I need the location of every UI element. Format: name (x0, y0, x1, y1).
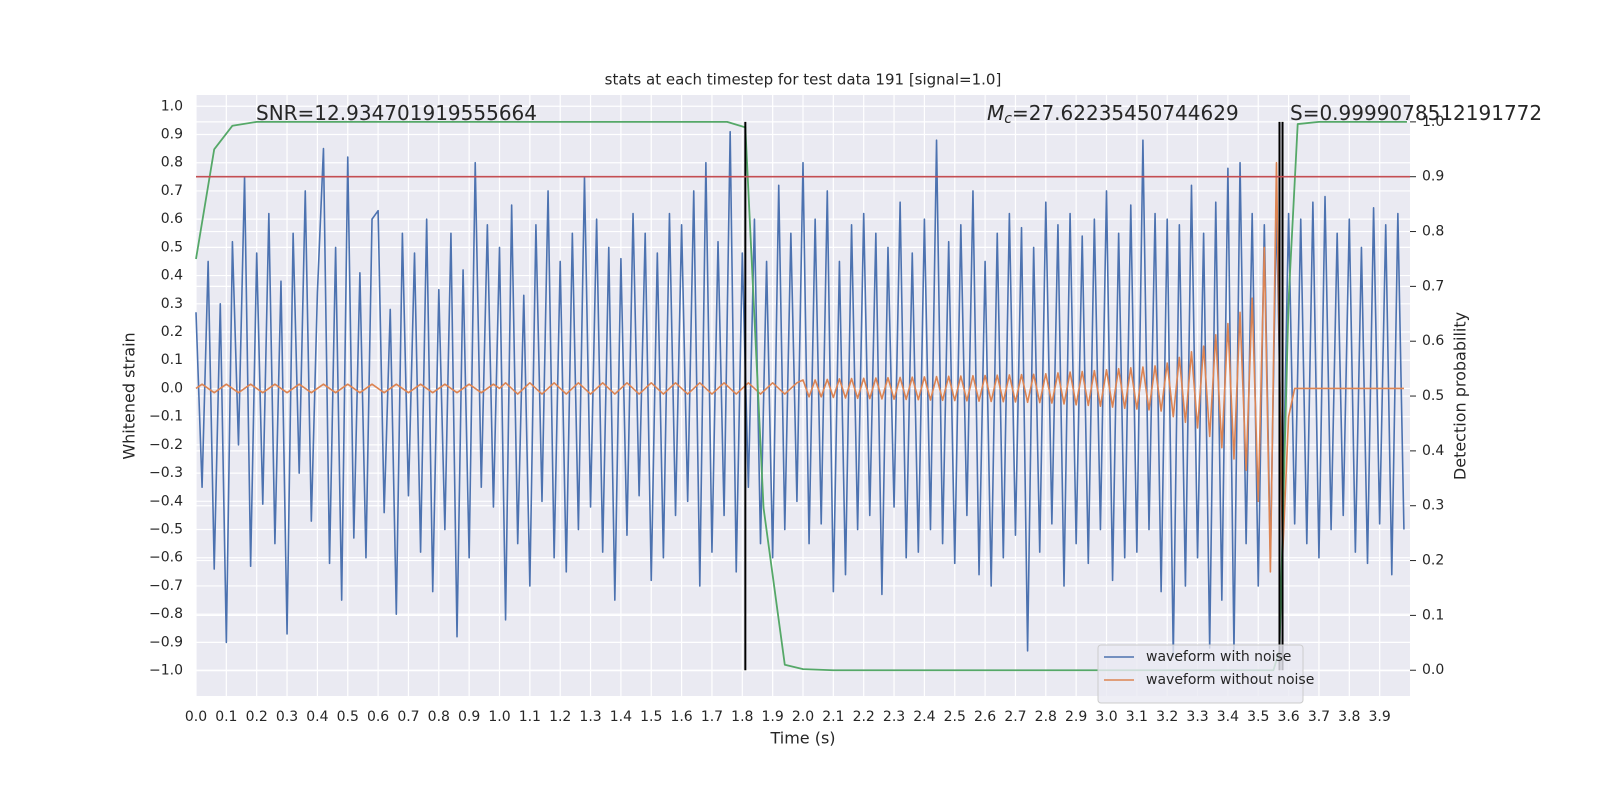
y-tick-label: −0.6 (149, 550, 183, 566)
annotation: Mc=27.62235450744629 (987, 101, 1239, 128)
annotation: SNR=12.934701919555664 (256, 101, 537, 125)
labels: 0.0 0.1 0.2 0.3 0.4 0.5 0.6 0.7 0.8 0.9 1.0 1.1 1.2 1… (149, 98, 1444, 725)
y2-tick-label: 1.0 (1422, 114, 1444, 130)
y-tick-label: −0.3 (149, 465, 183, 481)
y-tick-label: 0.7 (161, 183, 183, 199)
series-line (195, 130, 1405, 658)
x-tick-label: 1.3 (579, 709, 601, 725)
x-tick-label: 0.5 (337, 709, 359, 725)
y-tick-label: −0.2 (149, 437, 183, 453)
legend-label: waveform without noise (1146, 672, 1314, 688)
y2-axis-label: Detection probability (1451, 312, 1470, 480)
y2-tick-label: 0.1 (1422, 607, 1444, 623)
x-tick-label: 1.5 (640, 709, 662, 725)
y-tick-label: −1.0 (149, 663, 183, 679)
x-tick-label: 2.4 (913, 709, 935, 725)
y2-tick-label: 0.5 (1422, 388, 1444, 404)
annotation-text: S=0.9999078512191772 (1290, 101, 1542, 125)
x-tick-label: 1.1 (519, 709, 541, 725)
x-tick-label: 1.8 (731, 709, 753, 725)
y-tick-label: −0.8 (149, 606, 183, 622)
annotation-text: SNR=12.934701919555664 (256, 101, 537, 125)
y2-tick-label: 0.2 (1422, 553, 1444, 569)
x-tick-label: 0.0 (185, 709, 207, 725)
y-tick-label: −0.9 (149, 634, 183, 650)
x-tick-label: 1.6 (670, 709, 692, 725)
x-tick-label: 1.4 (610, 709, 632, 725)
x-tick-label: 2.8 (1035, 709, 1057, 725)
x-tick-label: 1.2 (549, 709, 571, 725)
chart-title: stats at each timestep for test data 191… (605, 71, 1002, 89)
x-tick-label: 3.5 (1247, 709, 1269, 725)
x-tick-label: 3.7 (1308, 709, 1330, 725)
x-tick-label: 3.2 (1156, 709, 1178, 725)
x-tick-label: 0.3 (276, 709, 298, 725)
y2-tick-label: 0.0 (1422, 662, 1444, 678)
x-tick-label: 0.8 (428, 709, 450, 725)
y-tick-label: 0.3 (161, 296, 183, 312)
y-tick-label: 0.1 (161, 352, 183, 368)
x-tick-label: 3.9 (1369, 709, 1391, 725)
x-tick-label: 3.1 (1126, 709, 1148, 725)
x-tick-label: 0.6 (367, 709, 389, 725)
x-tick-label: 3.3 (1186, 709, 1208, 725)
y-tick-label: −0.1 (149, 409, 183, 425)
x-tick-label: 0.7 (397, 709, 419, 725)
x-tick-label: 3.0 (1095, 709, 1117, 725)
annotation-text: =27.62235450744629 (1012, 101, 1239, 125)
y-tick-label: 0.8 (161, 155, 183, 171)
y-tick-label: 0.5 (161, 239, 183, 255)
x-tick-label: 2.6 (974, 709, 996, 725)
y2-tick-label: 0.7 (1422, 278, 1444, 294)
x-tick-label: 2.0 (792, 709, 814, 725)
y-axis-label: Whitened strain (120, 332, 139, 459)
x-axis-label: Time (s) (769, 729, 835, 748)
y-tick-label: 0.6 (161, 211, 183, 227)
x-tick-label: 1.9 (762, 709, 784, 725)
x-tick-label: 0.9 (458, 709, 480, 725)
legend-box (1097, 644, 1304, 704)
x-tick-label: 0.2 (246, 709, 268, 725)
y2-tick-label: 0.6 (1422, 333, 1444, 349)
x-tick-label: 3.6 (1277, 709, 1299, 725)
series-line (195, 161, 1404, 573)
annotation-symbol: M (987, 101, 1004, 125)
x-tick-label: 0.1 (215, 709, 237, 725)
x-tick-label: 2.3 (883, 709, 905, 725)
y-tick-label: 0.2 (161, 324, 183, 340)
y-tick-label: −0.4 (149, 493, 183, 509)
x-tick-label: 2.2 (853, 709, 875, 725)
x-tick-label: 2.9 (1065, 709, 1087, 725)
x-tick-label: 3.4 (1217, 709, 1239, 725)
y-tick-label: −0.7 (149, 578, 183, 594)
y-tick-label: −0.5 (149, 522, 183, 538)
x-tick-label: 1.7 (701, 709, 723, 725)
y-tick-label: 1.0 (161, 98, 183, 114)
grid (195, 95, 1410, 696)
y2-tick-label: 0.9 (1422, 169, 1444, 185)
x-tick-label: 0.4 (306, 709, 328, 725)
x-tick-label: 3.8 (1338, 709, 1360, 725)
y-tick-label: 0.0 (161, 380, 183, 396)
y2-tick-label: 0.8 (1422, 224, 1444, 240)
y-tick-label: 0.4 (161, 268, 183, 284)
x-tick-label: 2.5 (944, 709, 966, 725)
y2-tick-label: 0.3 (1422, 498, 1444, 514)
annotation: S=0.9999078512191772 (1290, 101, 1542, 125)
x-tick-label: 2.1 (822, 709, 844, 725)
y2-tick-label: 0.4 (1422, 443, 1444, 459)
y-tick-label: 0.9 (161, 127, 183, 143)
annotation-subscript: c (1004, 111, 1012, 127)
x-tick-label: 1.0 (488, 709, 510, 725)
legend-label: waveform with noise (1146, 649, 1291, 665)
x-tick-label: 2.7 (1004, 709, 1026, 725)
